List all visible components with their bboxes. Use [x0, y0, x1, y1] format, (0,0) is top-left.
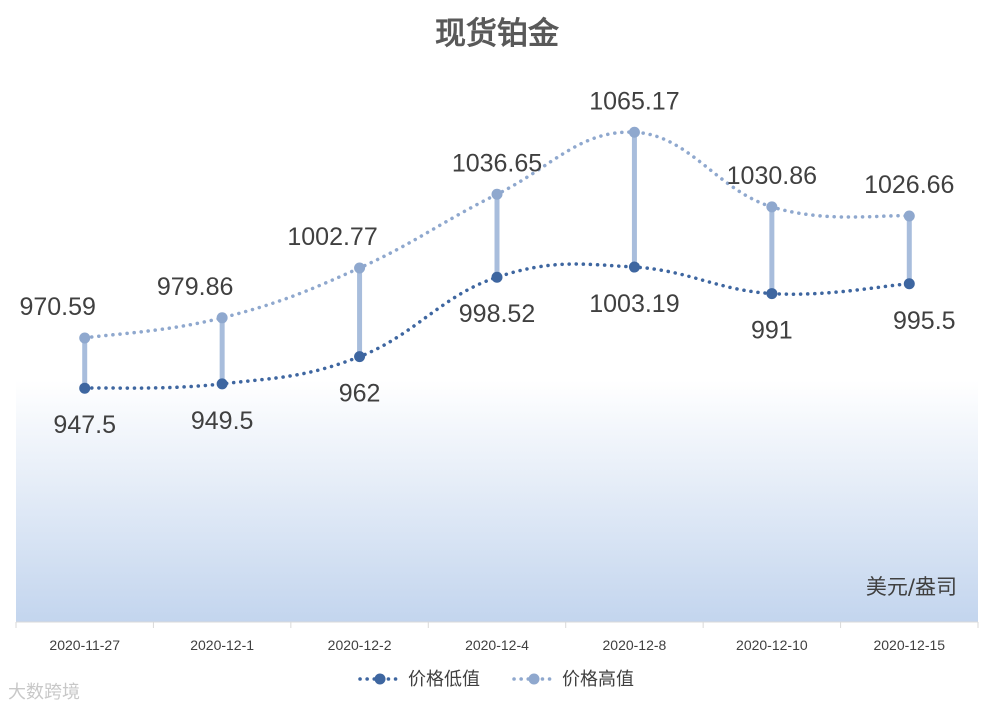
data-point-low: [216, 378, 228, 390]
watermark: 大数跨境: [8, 682, 80, 703]
x-axis-tick-label: 2020-12-10: [736, 637, 808, 653]
data-point-low: [766, 288, 778, 300]
data-point-high: [79, 332, 91, 344]
plot-background: [16, 300, 978, 622]
data-point-low: [903, 278, 915, 290]
legend-marker: [528, 673, 540, 685]
data-point-high: [766, 201, 778, 213]
data-label-low: 1003.19: [589, 290, 679, 318]
x-axis-tick-label: 2020-12-8: [603, 637, 667, 653]
legend-item: 价格高值: [512, 669, 634, 690]
x-axis-tick-label: 2020-11-27: [49, 637, 120, 653]
legend-label: 价格低值: [408, 669, 480, 690]
data-point-high: [628, 126, 640, 138]
legend-label: 价格高值: [562, 669, 634, 690]
legend-item: 价格低值: [358, 669, 480, 690]
data-label-high: 1002.77: [287, 223, 377, 251]
x-axis-tick-label: 2020-12-1: [190, 637, 254, 653]
legend-marker: [374, 673, 386, 685]
data-point-high: [903, 210, 915, 222]
data-label-low: 991: [751, 317, 793, 345]
data-point-low: [628, 261, 640, 273]
data-point-high: [354, 262, 366, 274]
data-point-low: [491, 271, 503, 283]
data-label-low: 962: [339, 380, 381, 408]
data-label-high: 979.86: [157, 273, 233, 301]
chart-title: 现货铂金: [435, 16, 560, 52]
data-label-high: 970.59: [19, 293, 95, 321]
x-axis-tick-label: 2020-12-4: [465, 637, 529, 653]
x-axis-tick-label: 2020-12-15: [873, 637, 945, 653]
data-point-high: [216, 312, 228, 324]
unit-label: 美元/盎司: [866, 575, 957, 599]
data-label-low: 995.5: [893, 307, 956, 335]
data-label-high: 1026.66: [864, 171, 954, 199]
data-label-low: 998.52: [459, 300, 535, 328]
data-point-high: [491, 188, 503, 200]
data-point-low: [354, 351, 366, 363]
data-label-high: 1036.65: [452, 149, 542, 177]
data-label-high: 1030.86: [727, 162, 817, 190]
data-label-low: 949.5: [191, 407, 254, 435]
x-axis-tick-label: 2020-12-2: [328, 637, 392, 653]
data-label-low: 947.5: [53, 411, 116, 439]
data-point-low: [79, 382, 91, 394]
data-label-high: 1065.17: [589, 87, 679, 115]
